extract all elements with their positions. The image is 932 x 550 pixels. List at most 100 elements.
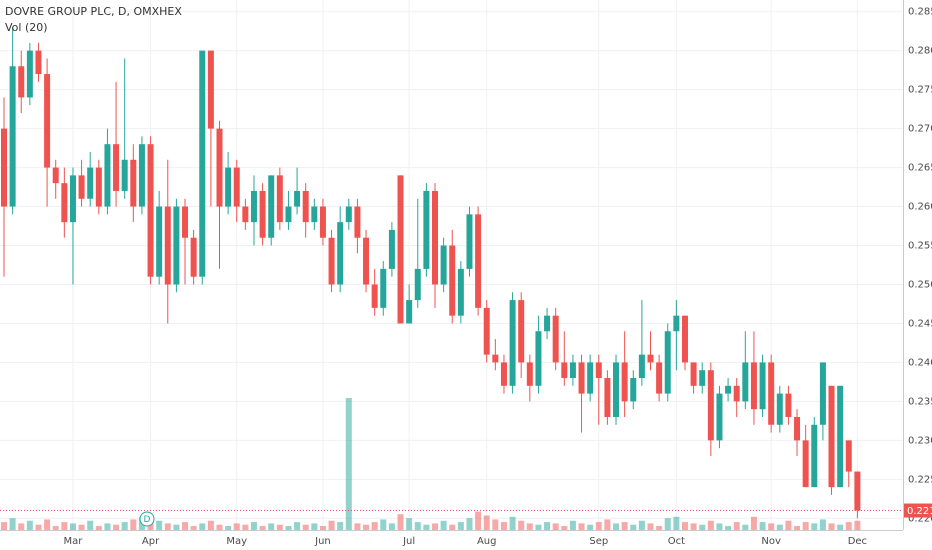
y-tick-label: 0.255 (908, 241, 932, 252)
volume-bar (552, 523, 559, 530)
volume-bar (716, 523, 723, 530)
volume-bar (578, 523, 585, 530)
candle-body (311, 206, 318, 223)
volume-bar (250, 522, 257, 530)
volume-bar (406, 518, 413, 530)
candle-body (380, 268, 387, 308)
volume-bar (742, 524, 749, 530)
volume-bar (319, 526, 326, 530)
candle-body (182, 206, 189, 238)
volume-bar (302, 524, 309, 530)
candle-body (845, 440, 852, 472)
volume-bar (604, 519, 611, 530)
volume-bar (475, 511, 482, 530)
volume-bar (569, 520, 576, 530)
candle-body (535, 331, 542, 386)
volume-bar (828, 523, 835, 530)
volume-bar (87, 520, 94, 530)
volume-bar (207, 520, 214, 530)
volume-bar (776, 524, 783, 530)
x-tick-label: Jul (402, 536, 415, 547)
volume-bar (802, 522, 809, 530)
candle-body (716, 393, 723, 441)
volume-bar (854, 520, 861, 530)
candle-body (388, 229, 395, 269)
dividend-marker[interactable] (139, 511, 155, 527)
volume-bar (725, 526, 732, 530)
candle-body (673, 315, 680, 332)
volume-bar (432, 523, 438, 530)
candle-body (595, 362, 602, 379)
candle-body (828, 385, 835, 488)
volume-bar (61, 522, 68, 530)
volume-bar (268, 523, 275, 530)
volume-bar (104, 523, 111, 530)
candle-body (164, 206, 171, 285)
volume-bar (354, 523, 361, 530)
volume-bar (113, 524, 120, 530)
volume-bar (345, 398, 352, 530)
candle-body (733, 385, 740, 402)
y-tick-label: 0.280 (908, 46, 932, 57)
volume-bar (492, 519, 499, 530)
volume-bar (595, 522, 602, 530)
x-tick-label: Dec (848, 536, 867, 547)
volume-bar (182, 522, 189, 530)
candle-body (26, 50, 33, 98)
candle-body (432, 190, 438, 285)
dividend-label[interactable]: D (144, 515, 151, 525)
candle-body (509, 300, 516, 386)
candle-body (475, 214, 482, 308)
candle-body (1, 128, 7, 207)
candle-body (819, 362, 826, 425)
volume-bar (156, 520, 163, 530)
candle-body (690, 362, 697, 386)
volume-bar (500, 522, 507, 530)
candle-body (121, 159, 128, 191)
candle-body (587, 362, 594, 394)
volume-bar (819, 519, 826, 530)
volume-bar (509, 516, 516, 530)
candle-body (656, 362, 663, 394)
candle-body (9, 66, 16, 207)
candle-body (794, 416, 801, 441)
volume-bar (535, 524, 542, 530)
candle-body (604, 378, 611, 417)
candle-body (681, 315, 688, 363)
volume-bar (95, 526, 102, 530)
candle-body (207, 50, 214, 129)
candle-body (518, 300, 525, 363)
volume-bar (544, 522, 551, 530)
candle-body (569, 362, 576, 379)
x-tick-label: Oct (668, 536, 685, 547)
volume-bar (52, 526, 59, 530)
candle-body (95, 167, 102, 207)
volume-bar (44, 519, 51, 530)
volume-bar (845, 522, 852, 530)
candle-body (483, 307, 490, 355)
y-tick-label: 0.285 (908, 7, 932, 18)
candle-body (647, 354, 654, 363)
last-price-box (904, 503, 932, 518)
candle-body (354, 206, 361, 238)
volume-bar (621, 522, 628, 530)
volume-bar (466, 518, 473, 530)
candle-body (776, 393, 783, 425)
x-tick-label: Jun (314, 536, 331, 547)
candle-body (259, 190, 266, 238)
x-tick-label: Apr (142, 536, 160, 547)
candle-body (466, 214, 473, 269)
candle-body (449, 245, 456, 316)
volume-bar (699, 524, 706, 530)
x-tick-label: Aug (477, 536, 497, 547)
x-tick-label: Mar (64, 536, 84, 547)
chart-title: DOVRE GROUP PLC, D, OMXHEX (5, 5, 182, 18)
volume-bar (690, 523, 697, 530)
volume-bar (440, 520, 447, 530)
candle-body (285, 206, 292, 223)
y-tick-label: 0.265 (908, 163, 932, 174)
candle-body (785, 393, 792, 417)
volume-bar (337, 522, 344, 530)
volume-bar (199, 523, 206, 530)
candle-body (44, 74, 51, 168)
